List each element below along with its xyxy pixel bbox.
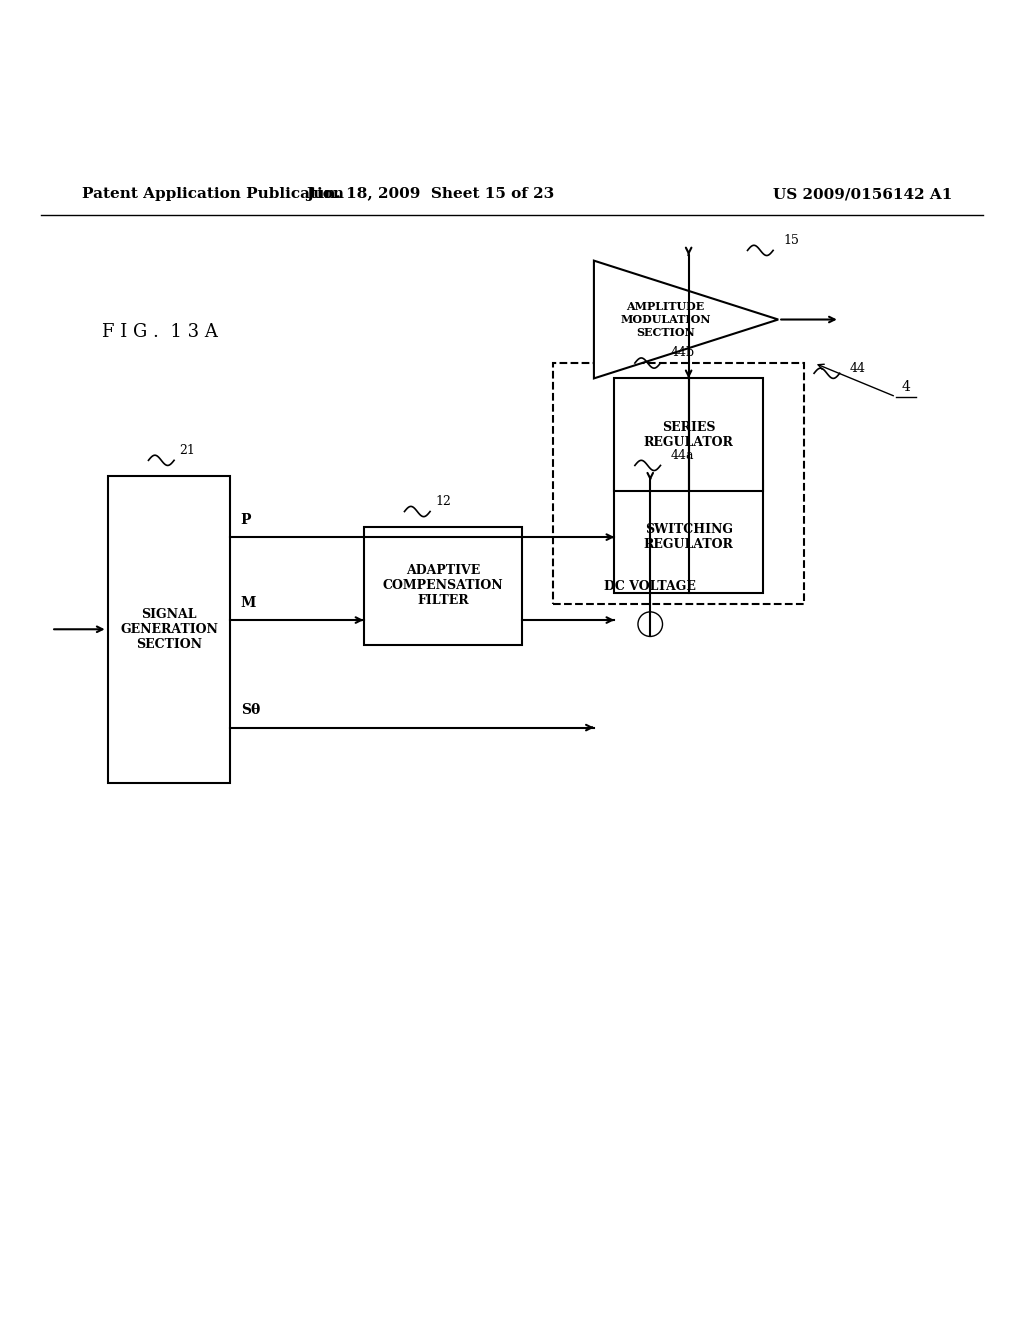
Text: 44: 44 xyxy=(850,362,866,375)
Text: 12: 12 xyxy=(435,495,452,508)
Text: Jun. 18, 2009  Sheet 15 of 23: Jun. 18, 2009 Sheet 15 of 23 xyxy=(306,187,554,201)
Text: SWITCHING
REGULATOR: SWITCHING REGULATOR xyxy=(644,523,733,552)
Text: SERIES
REGULATOR: SERIES REGULATOR xyxy=(644,421,733,449)
Text: AMPLITUDE
MODULATION
SECTION: AMPLITUDE MODULATION SECTION xyxy=(621,301,711,338)
Text: US 2009/0156142 A1: US 2009/0156142 A1 xyxy=(773,187,952,201)
Text: 15: 15 xyxy=(783,234,800,247)
FancyBboxPatch shape xyxy=(614,379,763,491)
Polygon shape xyxy=(594,260,778,379)
Text: DC VOLTAGE: DC VOLTAGE xyxy=(604,581,696,594)
FancyBboxPatch shape xyxy=(364,527,522,644)
Text: 4: 4 xyxy=(902,380,910,393)
Text: Sθ: Sθ xyxy=(241,704,260,717)
Text: F I G .  1 3 A: F I G . 1 3 A xyxy=(102,323,218,342)
Text: 44a: 44a xyxy=(671,449,694,462)
Text: 21: 21 xyxy=(179,444,196,457)
Text: ADAPTIVE
COMPENSATION
FILTER: ADAPTIVE COMPENSATION FILTER xyxy=(383,564,503,607)
Text: Patent Application Publication: Patent Application Publication xyxy=(82,187,344,201)
FancyBboxPatch shape xyxy=(614,480,763,594)
Text: P: P xyxy=(241,513,251,527)
Text: M: M xyxy=(241,595,256,610)
FancyBboxPatch shape xyxy=(108,475,230,783)
Text: SIGNAL
GENERATION
SECTION: SIGNAL GENERATION SECTION xyxy=(120,607,218,651)
Text: 44b: 44b xyxy=(671,346,695,359)
